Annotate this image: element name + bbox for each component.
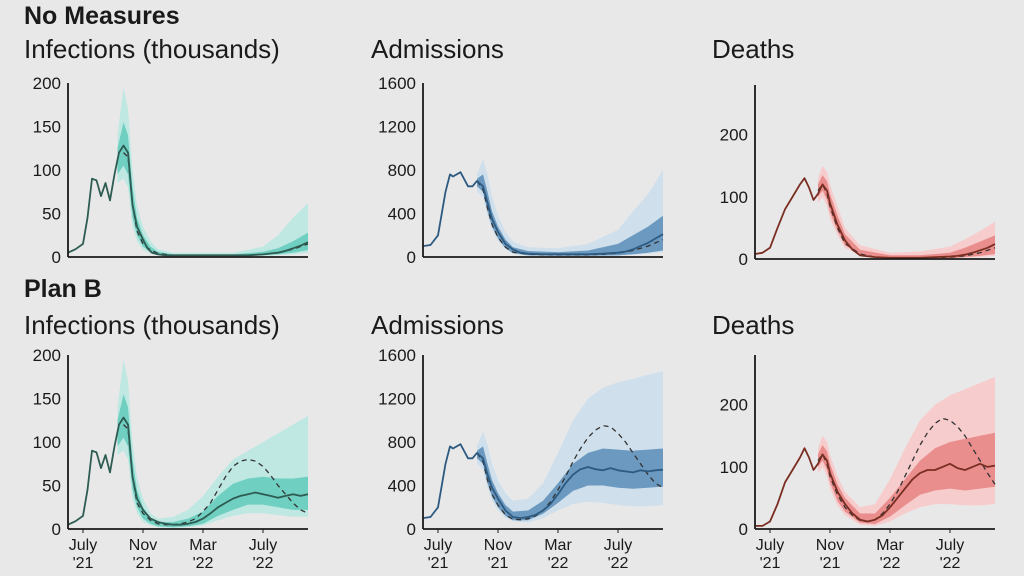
y-tick-label: 0 xyxy=(739,250,748,269)
y-tick-label: 1600 xyxy=(378,346,416,365)
outer-uncertainty-band xyxy=(818,165,995,259)
y-tick-label: 800 xyxy=(388,433,416,452)
x-tick-label-year: '22 xyxy=(940,555,961,572)
x-tick-label-year: '22 xyxy=(608,555,629,572)
x-tick-label-month: July xyxy=(756,537,784,554)
dashed-median-line xyxy=(123,424,309,526)
x-tick-label-year: '21 xyxy=(73,555,94,572)
section-title-plan-b: Plan B xyxy=(24,275,102,303)
y-tick-label: 200 xyxy=(720,396,748,415)
y-tick-label: 800 xyxy=(388,161,416,180)
y-tick-label: 50 xyxy=(42,205,61,224)
x-tick-label-year: '21 xyxy=(428,555,449,572)
x-tick-label-year: '21 xyxy=(760,555,781,572)
central-projection-line xyxy=(67,416,309,526)
y-tick-label: 0 xyxy=(407,248,416,267)
chart-nm-infections: 0 50 100 150 200 xyxy=(33,74,309,267)
inner-uncertainty-band xyxy=(818,432,995,524)
x-tick-label-month: Nov xyxy=(129,537,157,554)
y-tick-label: 200 xyxy=(33,346,61,365)
x-tick-label-month: Nov xyxy=(816,537,844,554)
central-projection-line xyxy=(67,144,309,257)
central-projection-line xyxy=(755,447,996,527)
y-tick-label: 1200 xyxy=(378,118,416,137)
chart-title-pb-infections: Infections (thousands) xyxy=(24,310,280,340)
y-tick-label: 400 xyxy=(388,477,416,496)
outer-uncertainty-band xyxy=(477,371,663,523)
x-tick-label-year: '21 xyxy=(488,555,509,572)
chart-title-nm-admissions: Admissions xyxy=(371,34,504,64)
y-tick-label: 100 xyxy=(33,161,61,180)
x-tick-label-year: '22 xyxy=(193,555,214,572)
chart-nm-deaths: 0 100 200 xyxy=(720,85,996,269)
inner-uncertainty-band xyxy=(477,446,663,521)
y-tick-label: 1600 xyxy=(378,74,416,93)
section-title-no-measures: No Measures xyxy=(24,2,180,30)
central-projection-line xyxy=(422,443,664,520)
y-tick-label: 100 xyxy=(33,433,61,452)
chart-title-pb-admissions: Admissions xyxy=(371,310,504,340)
y-tick-label: 200 xyxy=(720,126,748,145)
chart-pb-admissions: 040080012001600July'21Nov'21Mar'22July'2… xyxy=(378,346,664,572)
x-tick-label-year: '22 xyxy=(253,555,274,572)
dashed-median-line xyxy=(476,425,664,521)
x-tick-label-year: '22 xyxy=(880,555,901,572)
x-tick-label-year: '22 xyxy=(548,555,569,572)
outer-uncertainty-band xyxy=(477,159,663,256)
y-tick-label: 0 xyxy=(407,520,416,539)
x-tick-label-month: July xyxy=(249,537,277,554)
y-tick-label: 1200 xyxy=(378,390,416,409)
central-projection-line xyxy=(754,177,996,259)
y-tick-label: 50 xyxy=(42,477,61,496)
x-tick-label-month: July xyxy=(424,537,452,554)
x-tick-label-month: Nov xyxy=(484,537,512,554)
y-tick-label: 150 xyxy=(33,118,61,137)
dashed-median-line xyxy=(817,417,996,523)
chart-title-nm-infections: Infections (thousands) xyxy=(24,34,280,64)
x-tick-label-month: Mar xyxy=(189,537,217,554)
inner-uncertainty-band xyxy=(477,174,663,256)
y-tick-label: 0 xyxy=(739,520,748,539)
chart-nm-admissions: 0 400 800 1200 1600 xyxy=(378,74,664,267)
x-tick-label-month: July xyxy=(69,537,97,554)
y-tick-label: 400 xyxy=(388,205,416,224)
x-tick-label-year: '21 xyxy=(820,555,841,572)
chart-title-pb-deaths: Deaths xyxy=(712,310,795,340)
y-tick-label: 100 xyxy=(720,188,748,207)
y-tick-label: 200 xyxy=(33,74,61,93)
x-tick-label-month: Mar xyxy=(544,537,572,554)
y-tick-label: 0 xyxy=(52,248,61,267)
inner-uncertainty-band xyxy=(818,175,995,259)
y-tick-label: 0 xyxy=(52,520,61,539)
outer-uncertainty-band xyxy=(117,87,308,257)
central-projection-line xyxy=(422,171,664,256)
x-tick-label-month: Mar xyxy=(876,537,904,554)
x-tick-label-month: July xyxy=(604,537,632,554)
chart-title-nm-deaths: Deaths xyxy=(712,34,795,64)
y-tick-label: 150 xyxy=(33,390,61,409)
y-tick-label: 100 xyxy=(720,458,748,477)
x-tick-label-year: '21 xyxy=(133,555,154,572)
x-tick-label-month: July xyxy=(936,537,964,554)
